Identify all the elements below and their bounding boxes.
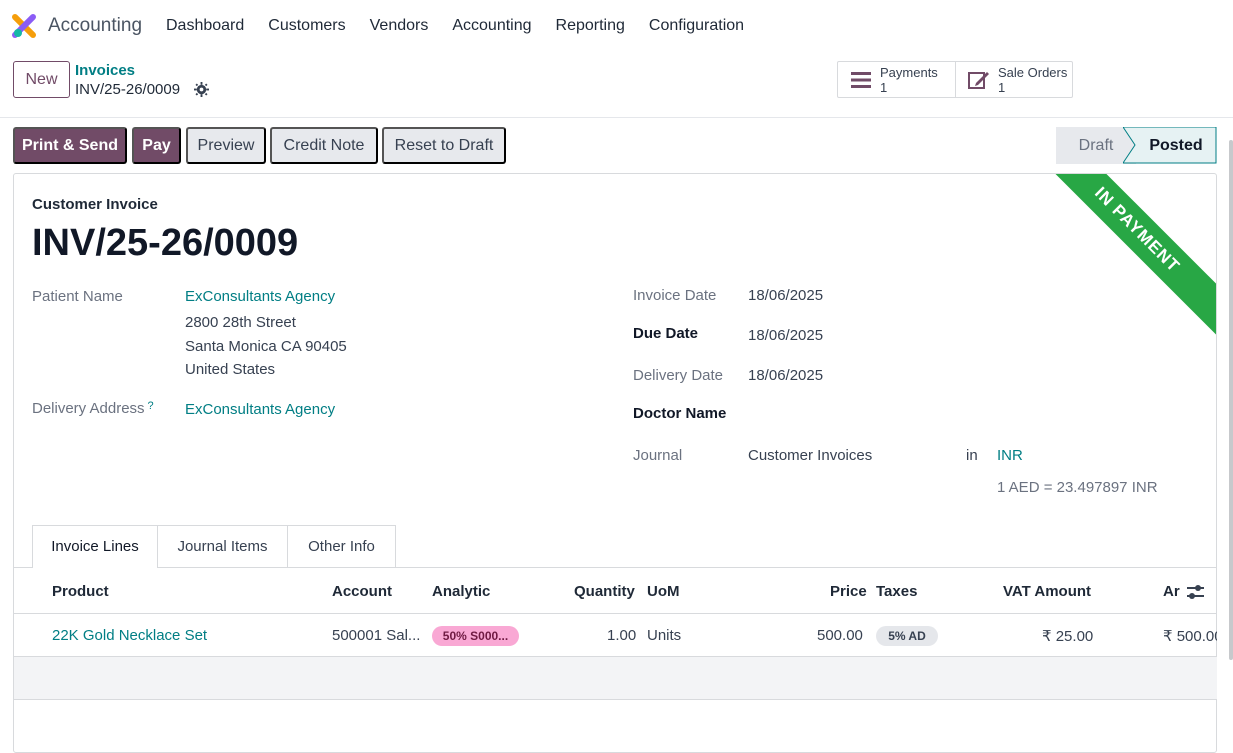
status-posted-shape <box>1123 127 1217 164</box>
invoice-date-value[interactable]: 18/06/2025 <box>748 287 824 304</box>
menu-reporting[interactable]: Reporting <box>555 17 625 34</box>
due-date-value[interactable]: 18/06/2025 <box>748 327 824 344</box>
header-divider <box>0 117 1233 118</box>
col-vat-amount[interactable]: VAT Amount <box>1003 583 1092 600</box>
top-navbar: Accounting Dashboard Customers Vendors A… <box>0 0 1233 53</box>
delivery-date-value[interactable]: 18/06/2025 <box>748 367 824 384</box>
col-uom[interactable]: UoM <box>647 583 680 600</box>
due-date-label: Due Date <box>633 325 699 342</box>
invoice-date-label: Invoice Date <box>633 287 717 304</box>
col-analytic[interactable]: Analytic <box>432 583 491 600</box>
document-type: Customer Invoice <box>32 196 158 213</box>
status-posted[interactable]: Posted <box>1149 136 1203 154</box>
header-row-line <box>14 613 1217 614</box>
list-icon <box>851 72 871 88</box>
delivery-address-label: Delivery Address? <box>32 400 154 417</box>
menu-vendors[interactable]: Vendors <box>369 17 429 34</box>
in-payment-ribbon: IN PAYMENT <box>1021 174 1216 346</box>
patient-name-label: Patient Name <box>32 288 123 305</box>
status-draft[interactable]: Draft <box>1056 127 1136 164</box>
row-amount-clip: ₹ 500.00 <box>1163 627 1217 646</box>
accounting-app-icon[interactable] <box>12 14 36 38</box>
row-price[interactable]: 500.00 <box>817 627 863 644</box>
journal-label: Journal <box>633 447 683 464</box>
col-quantity[interactable]: Quantity <box>574 583 635 600</box>
delivery-address-link[interactable]: ExConsultants Agency <box>185 401 336 418</box>
menu-customers[interactable]: Customers <box>268 17 346 34</box>
address-line-3: United States <box>185 361 276 378</box>
new-button[interactable]: New <box>13 61 70 98</box>
row-tax-badge[interactable]: 5% AD <box>876 626 938 646</box>
tab-other-info[interactable]: Other Info <box>288 525 396 568</box>
doctor-name-label: Doctor Name <box>633 405 727 422</box>
payments-label: Payments <box>880 65 938 80</box>
col-product[interactable]: Product <box>52 583 109 600</box>
menu-accounting[interactable]: Accounting <box>452 17 532 34</box>
sale-orders-smart-button[interactable]: Sale Orders 1 <box>955 62 1072 97</box>
invoice-number: INV/25-26/0009 <box>32 222 299 264</box>
pay-button[interactable]: Pay <box>132 127 181 164</box>
tab-journal-items[interactable]: Journal Items <box>158 525 288 568</box>
reset-to-draft-button[interactable]: Reset to Draft <box>382 127 506 164</box>
exchange-rate: 1 AED = 23.497897 INR <box>997 479 1158 496</box>
in-label: in <box>966 447 978 464</box>
row-analytic-badge[interactable]: 50% S000... <box>432 626 519 646</box>
payments-smart-button[interactable]: Payments 1 <box>838 62 955 97</box>
status-bar: Draft Posted <box>1056 127 1217 164</box>
row-quantity[interactable]: 1.00 <box>607 627 637 644</box>
journal-value[interactable]: Customer Invoices <box>748 447 873 464</box>
add-line-row[interactable] <box>14 657 1217 699</box>
row-product[interactable]: 22K Gold Necklace Set <box>52 627 208 644</box>
col-amount[interactable]: Ar <box>1163 583 1180 600</box>
edit-icon <box>968 72 989 89</box>
optional-columns-icon[interactable] <box>1186 583 1205 601</box>
credit-note-button[interactable]: Credit Note <box>270 127 378 164</box>
delivery-address-label-text: Delivery Address <box>32 400 145 417</box>
menu-configuration[interactable]: Configuration <box>648 17 745 34</box>
scrollbar-thumb[interactable] <box>1229 140 1233 660</box>
sale-orders-count: 1 <box>998 80 1006 95</box>
col-taxes[interactable]: Taxes <box>876 583 918 600</box>
print-send-button[interactable]: Print & Send <box>13 127 127 164</box>
preview-button[interactable]: Preview <box>186 127 266 164</box>
delivery-date-label: Delivery Date <box>633 367 724 384</box>
smart-buttons: Payments 1 Sale Orders 1 <box>837 61 1073 98</box>
col-account[interactable]: Account <box>332 583 392 600</box>
notebook-tabs: Invoice Lines Journal Items Other Info <box>32 525 396 568</box>
patient-name-link[interactable]: ExConsultants Agency <box>185 288 336 305</box>
address-line-2: Santa Monica CA 90405 <box>185 338 347 355</box>
row-account[interactable]: 500001 Sal... <box>332 627 421 644</box>
sale-orders-label: Sale Orders <box>998 65 1068 80</box>
tab-invoice-lines[interactable]: Invoice Lines <box>32 525 158 568</box>
main-menu: Dashboard Customers Vendors Accounting R… <box>166 17 768 35</box>
breadcrumb-current: INV/25-26/0009 <box>75 81 181 98</box>
gear-icon[interactable] <box>194 82 209 97</box>
bottom-row-line <box>14 699 1217 700</box>
currency-link[interactable]: INR <box>997 447 1023 464</box>
row-vat-amount: ₹ 25.00 <box>1042 628 1094 645</box>
app-name[interactable]: Accounting <box>48 15 143 36</box>
col-price[interactable]: Price <box>830 583 867 600</box>
tab-divider <box>14 567 1217 568</box>
menu-dashboard[interactable]: Dashboard <box>166 17 245 34</box>
breadcrumb-invoices[interactable]: Invoices <box>75 62 136 79</box>
payments-count: 1 <box>880 80 888 95</box>
active-tab-gap <box>33 566 157 568</box>
row-line <box>14 656 1217 657</box>
row-amount: ₹ 500.00 <box>1163 628 1217 645</box>
row-uom[interactable]: Units <box>647 627 682 644</box>
address-line-1: 2800 28th Street <box>185 314 296 331</box>
help-icon[interactable]: ? <box>147 400 154 412</box>
